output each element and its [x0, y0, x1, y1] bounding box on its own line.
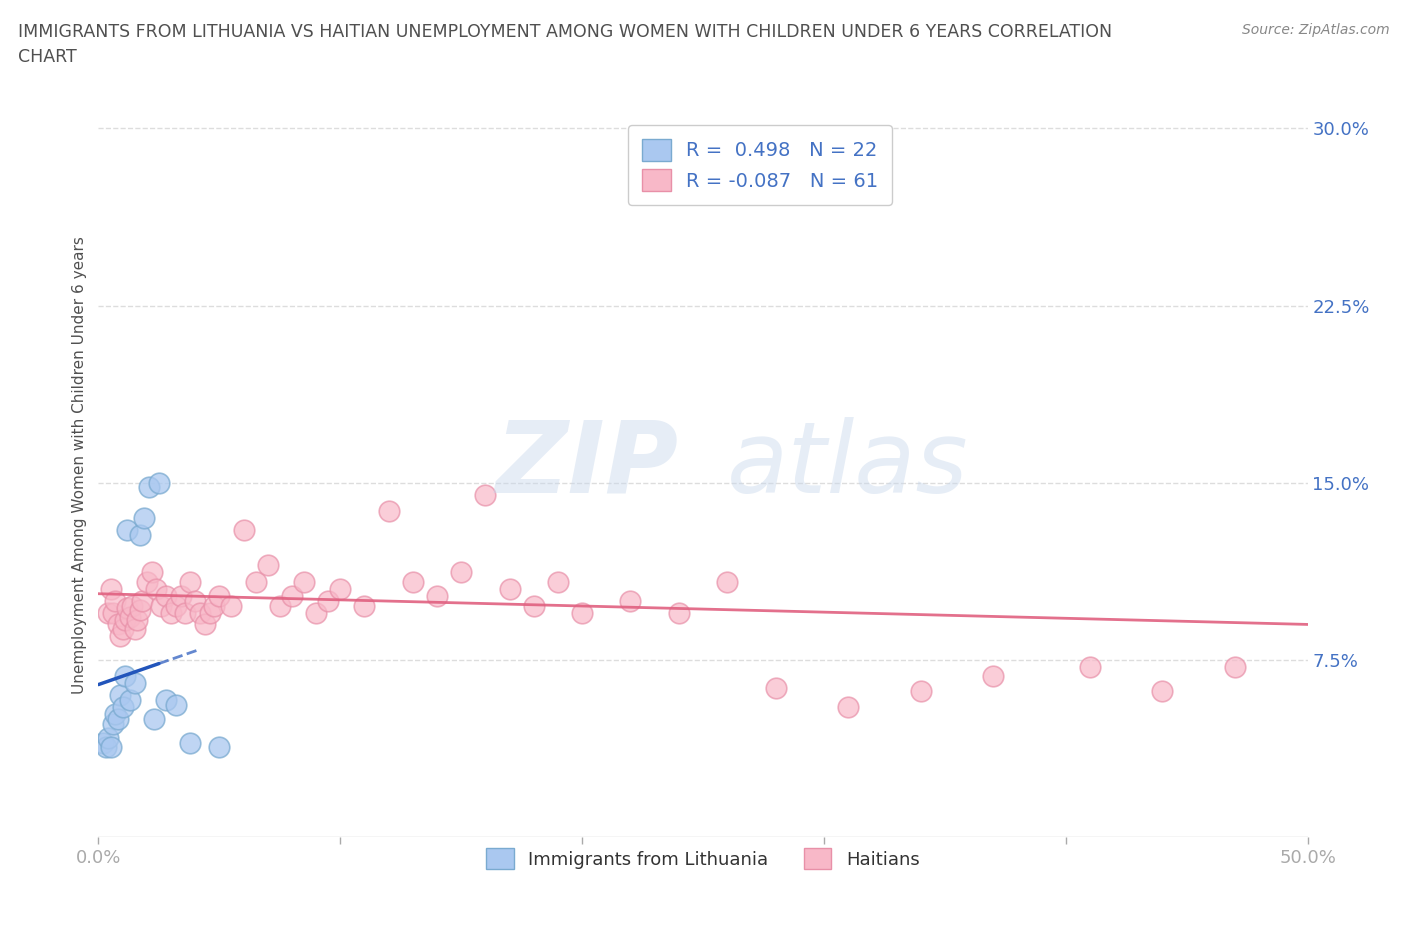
Point	[305, 605, 328, 620]
Text: CHART: CHART	[18, 48, 77, 66]
Point	[150, 598, 173, 613]
Point	[474, 487, 496, 502]
Point	[128, 603, 150, 618]
Point	[141, 565, 163, 580]
Point	[101, 605, 124, 620]
Point	[523, 598, 546, 613]
Point	[117, 601, 139, 616]
Point	[104, 707, 127, 722]
Text: atlas: atlas	[727, 417, 969, 513]
Legend: Immigrants from Lithuania, Haitians: Immigrants from Lithuania, Haitians	[479, 841, 927, 876]
Point	[232, 523, 254, 538]
Point	[138, 480, 160, 495]
Point	[281, 589, 304, 604]
Point	[547, 575, 569, 590]
Point	[329, 581, 352, 596]
Point	[107, 617, 129, 631]
Point	[194, 617, 217, 631]
Point	[179, 575, 201, 590]
Point	[104, 593, 127, 608]
Point	[107, 711, 129, 726]
Point	[165, 698, 187, 712]
Point	[118, 610, 141, 625]
Point	[179, 735, 201, 750]
Point	[668, 605, 690, 620]
Point	[426, 589, 449, 604]
Text: IMMIGRANTS FROM LITHUANIA VS HAITIAN UNEMPLOYMENT AMONG WOMEN WITH CHILDREN UNDE: IMMIGRANTS FROM LITHUANIA VS HAITIAN UNE…	[18, 23, 1112, 41]
Point	[174, 605, 197, 620]
Point	[571, 605, 593, 620]
Point	[135, 575, 157, 590]
Point	[765, 681, 787, 696]
Point	[169, 589, 191, 604]
Point	[269, 598, 291, 613]
Point	[402, 575, 425, 590]
Point	[498, 581, 520, 596]
Point	[208, 739, 231, 754]
Point	[377, 504, 399, 519]
Point	[145, 581, 167, 596]
Point	[910, 684, 932, 698]
Point	[837, 699, 859, 714]
Point	[97, 730, 120, 745]
Point	[143, 711, 166, 726]
Point	[124, 676, 146, 691]
Point	[353, 598, 375, 613]
Point	[111, 622, 134, 637]
Point	[221, 598, 243, 613]
Text: Source: ZipAtlas.com: Source: ZipAtlas.com	[1241, 23, 1389, 37]
Point	[160, 605, 183, 620]
Point	[114, 612, 136, 627]
Point	[100, 739, 122, 754]
Point	[165, 598, 187, 613]
Point	[94, 739, 117, 754]
Point	[1152, 684, 1174, 698]
Point	[148, 475, 170, 490]
Point	[184, 593, 207, 608]
Point	[128, 527, 150, 542]
Point	[450, 565, 472, 580]
Point	[188, 605, 211, 620]
Point	[108, 688, 131, 703]
Point	[256, 558, 278, 573]
Point	[198, 605, 221, 620]
Point	[97, 605, 120, 620]
Text: ZIP: ZIP	[496, 417, 679, 513]
Point	[127, 612, 149, 627]
Point	[245, 575, 267, 590]
Point	[292, 575, 315, 590]
Point	[121, 598, 143, 613]
Point	[716, 575, 738, 590]
Y-axis label: Unemployment Among Women with Children Under 6 years: Unemployment Among Women with Children U…	[72, 236, 87, 694]
Point	[124, 622, 146, 637]
Point	[117, 523, 139, 538]
Point	[134, 511, 156, 525]
Point	[208, 589, 231, 604]
Point	[1078, 659, 1101, 674]
Point	[981, 669, 1004, 684]
Point	[1223, 659, 1246, 674]
Point	[111, 699, 134, 714]
Point	[131, 593, 153, 608]
Point	[91, 735, 114, 750]
Point	[155, 693, 177, 708]
Point	[155, 589, 177, 604]
Point	[204, 598, 226, 613]
Point	[100, 581, 122, 596]
Point	[114, 669, 136, 684]
Point	[619, 593, 641, 608]
Point	[316, 593, 339, 608]
Point	[108, 629, 131, 644]
Point	[101, 716, 124, 731]
Point	[118, 693, 141, 708]
